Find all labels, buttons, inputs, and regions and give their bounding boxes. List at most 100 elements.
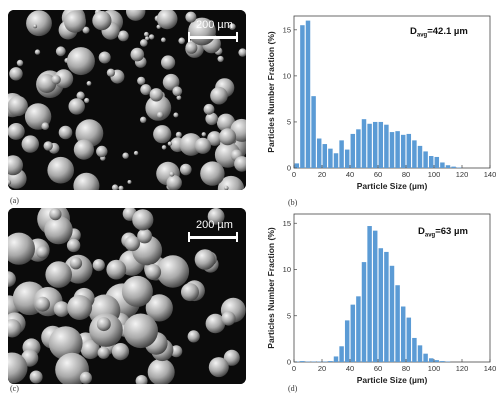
x-tick-label: 40 (346, 364, 354, 373)
bar (417, 345, 423, 362)
bar (428, 358, 434, 362)
bar (328, 361, 333, 362)
x-tick-label: 60 (374, 364, 382, 373)
histogram-d: 0 20 40 60 80 100 120 140 0 5 10 15 Particle Size (µ… (258, 204, 498, 385)
particle (219, 128, 237, 146)
particle (69, 257, 83, 270)
x-tick-label: 120 (456, 170, 469, 179)
bar (428, 156, 434, 168)
particle (106, 259, 127, 280)
particle (133, 150, 139, 156)
scale-bar-label-a: 200 µm (196, 19, 233, 31)
particle (41, 122, 49, 130)
particle (238, 48, 246, 57)
davg-annotation: Davg=42.1 µm (410, 26, 468, 39)
sem-micrograph-a: 200 µm (8, 10, 246, 190)
particle (156, 111, 164, 119)
x-tick-label: 40 (346, 170, 354, 179)
scale-bar-tick-left-a (188, 32, 190, 42)
bar (451, 166, 456, 168)
particle (156, 255, 190, 288)
particle (135, 375, 148, 384)
particle (203, 103, 215, 115)
bar (367, 123, 372, 168)
x-tick-label: 140 (484, 364, 497, 373)
particle (126, 10, 146, 21)
particle (8, 319, 22, 338)
particle (205, 112, 218, 126)
particle (48, 326, 83, 360)
particle (161, 37, 166, 43)
particle (96, 145, 108, 158)
scale-bar-tick-left-c (188, 232, 190, 242)
particle (92, 11, 112, 31)
particle (137, 228, 153, 244)
bar (344, 149, 350, 168)
particle (132, 209, 154, 231)
bar (356, 296, 361, 362)
particle (55, 46, 66, 57)
particle (45, 261, 72, 288)
particle (8, 179, 12, 185)
particle (121, 275, 153, 307)
particle (140, 84, 152, 96)
particle (217, 55, 224, 63)
particle (47, 156, 74, 184)
particle (43, 141, 53, 151)
particle (229, 23, 236, 30)
particle (162, 73, 180, 91)
particle (36, 245, 49, 259)
particle (205, 313, 226, 334)
particle (130, 47, 145, 62)
y-tick-label: 10 (283, 71, 291, 80)
particle (8, 232, 35, 265)
particle (73, 139, 94, 160)
particle (111, 184, 119, 190)
particle (200, 161, 225, 186)
bar (434, 156, 440, 168)
particle (140, 39, 148, 47)
particle (127, 180, 132, 184)
particle (79, 371, 92, 384)
particle (176, 95, 182, 101)
particle (161, 145, 167, 150)
particle (123, 313, 158, 349)
x-tick-label: 20 (318, 170, 326, 179)
particle (34, 49, 41, 55)
particle (178, 37, 185, 45)
particle (67, 295, 93, 320)
particle (117, 30, 129, 42)
particle (148, 34, 155, 40)
bar (400, 134, 406, 168)
particle (82, 26, 90, 34)
particle (106, 68, 115, 77)
bar (344, 320, 350, 363)
particle (8, 352, 28, 384)
particle (33, 24, 38, 29)
bar (367, 226, 372, 362)
particle (68, 98, 85, 115)
x-tick-label: 0 (292, 170, 296, 179)
particle (187, 330, 200, 343)
bar (333, 153, 339, 168)
particle (35, 296, 50, 312)
bar (389, 265, 395, 362)
davg-annotation: Davg=63 µm (418, 226, 468, 239)
particle (169, 171, 175, 177)
particle (185, 11, 197, 23)
bar (356, 129, 361, 168)
particle (161, 55, 176, 70)
bar (440, 361, 445, 362)
particle (172, 86, 183, 97)
particle (137, 76, 146, 85)
particle (234, 156, 246, 172)
bar (406, 317, 412, 362)
bar (445, 165, 451, 168)
particle (122, 152, 129, 159)
scale-bar-c (188, 236, 238, 239)
bar (361, 119, 367, 168)
particle (76, 91, 85, 100)
bar (417, 145, 423, 168)
scale-bar-tick-right-a (236, 32, 238, 42)
sem-particles-c (8, 208, 246, 384)
